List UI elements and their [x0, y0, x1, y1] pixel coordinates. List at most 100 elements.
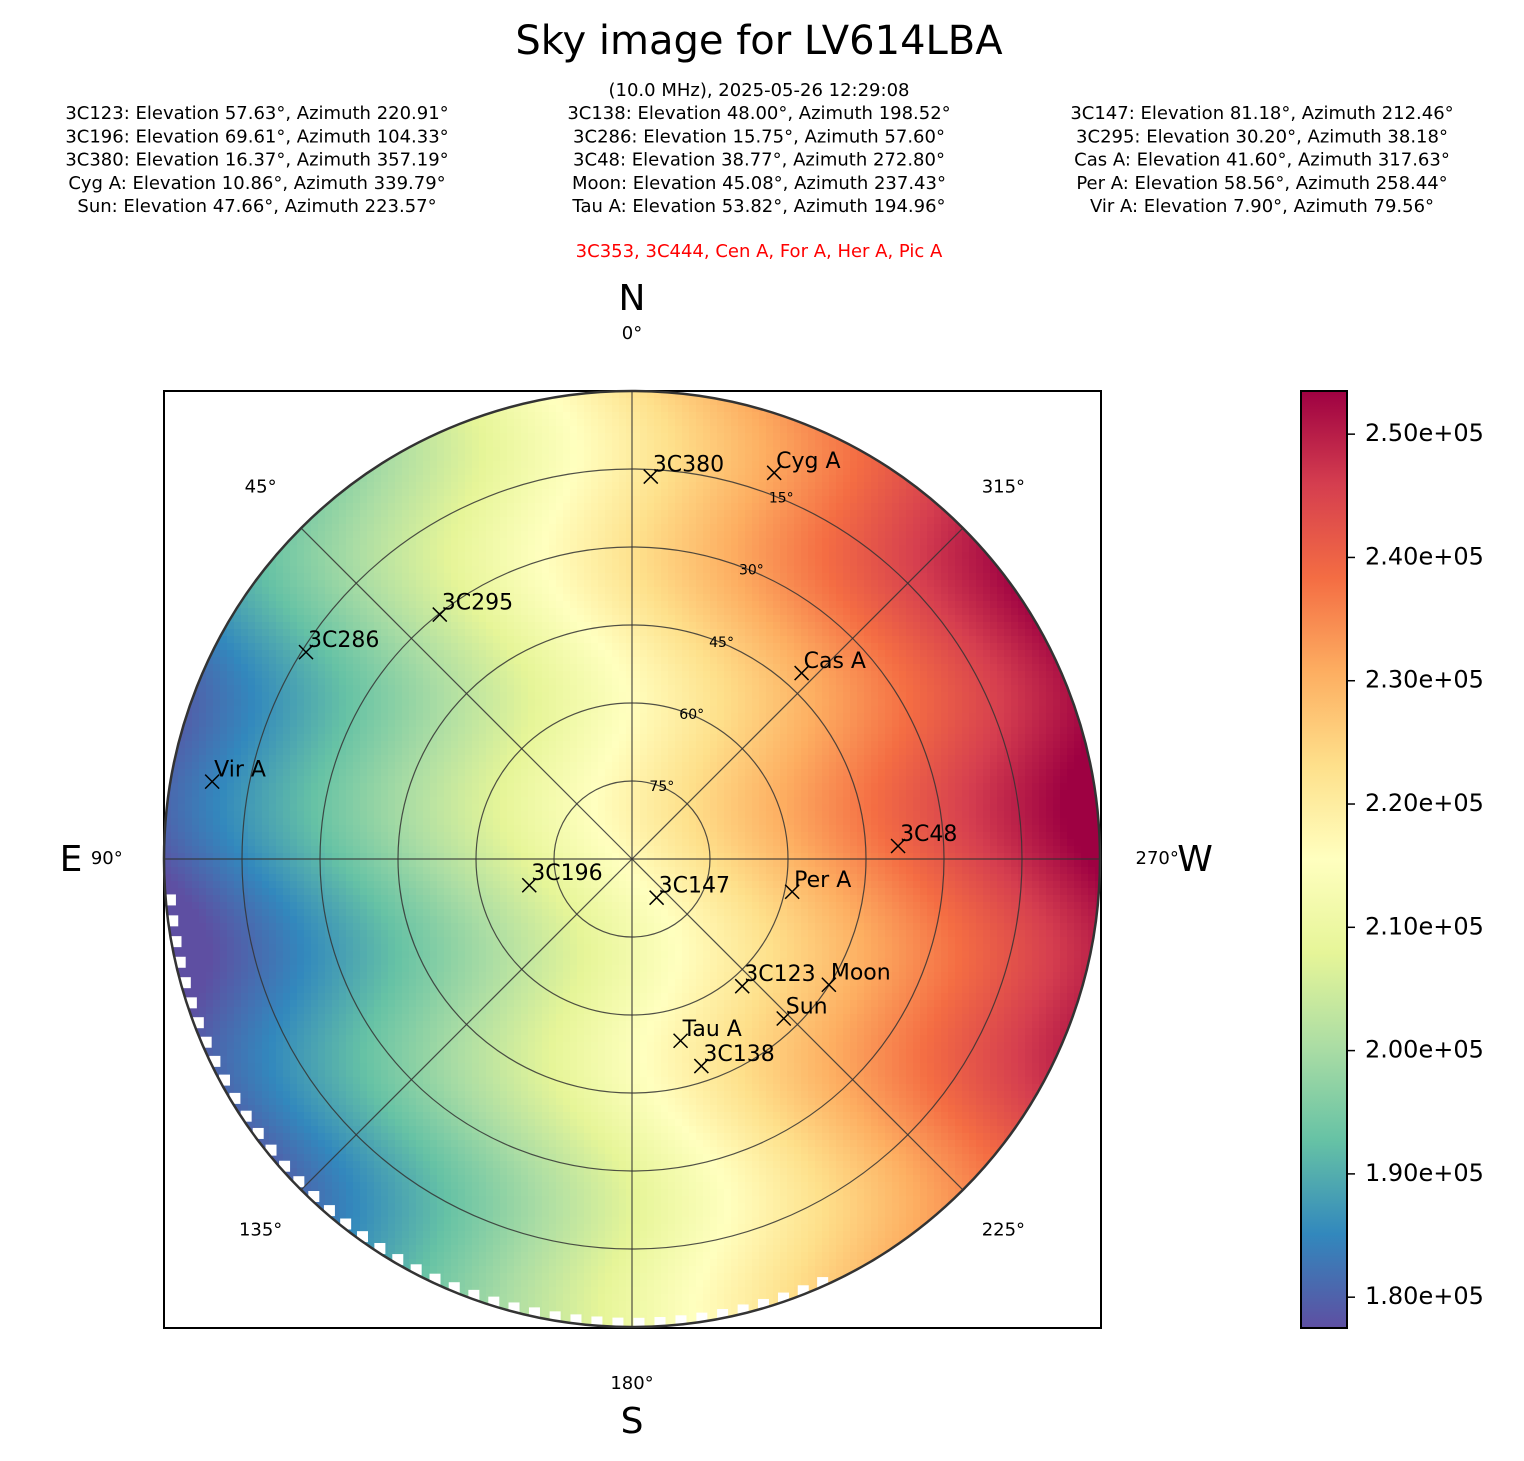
elevation-label: 30°: [739, 563, 764, 579]
polar-grid: [164, 391, 1100, 1327]
compass-west: W: [1177, 839, 1213, 880]
source-marker: 3C147: [649, 874, 730, 906]
azimuth-label: 0°: [622, 323, 642, 344]
colorbar-tick-label: 2.00e+05: [1365, 1036, 1484, 1064]
source-info-line: 3C380: Elevation 16.37°, Azimuth 357.19°: [65, 150, 448, 171]
colorbar-tick-label: 2.40e+05: [1365, 542, 1484, 570]
source-info-line: Moon: Elevation 45.08°, Azimuth 237.43°: [572, 173, 946, 194]
source-marker: 3C48: [890, 822, 957, 854]
source-label: 3C123: [744, 962, 815, 987]
source-marker: 3C196: [521, 861, 603, 893]
source-label: Cas A: [804, 649, 866, 674]
azimuth-label: 135°: [239, 1219, 282, 1240]
source-label: 3C196: [531, 861, 602, 886]
source-marker: Moon: [821, 961, 891, 993]
source-info-line: 3C196: Elevation 69.61°, Azimuth 104.33°: [65, 126, 448, 147]
source-label: Tau A: [682, 1017, 742, 1042]
source-label: Cyg A: [776, 449, 840, 474]
colorbar-ticks: 1.80e+05 1.90e+05 2.00e+05 2.10e+05 2.20e+05…: [1347, 419, 1484, 1310]
source-info-line: 3C286: Elevation 15.75°, Azimuth 57.60°: [573, 126, 945, 147]
marker-x: [643, 469, 659, 485]
colorbar-tick-label: 1.90e+05: [1365, 1159, 1484, 1187]
azimuth-label: 180°: [610, 1373, 653, 1394]
source-marker: Sun: [776, 995, 828, 1027]
marker-x: [649, 890, 665, 906]
marker-x: [734, 978, 750, 994]
compass-south: S: [621, 1401, 644, 1442]
source-label: 3C380: [653, 453, 724, 478]
marker-x: [784, 884, 800, 900]
source-marker: Tau A: [673, 1017, 742, 1049]
source-info-line: 3C147: Elevation 81.18°, Azimuth 212.46°: [1070, 103, 1453, 124]
azimuth-label: 45°: [245, 477, 277, 498]
azimuth-spoke: [300, 858, 633, 1191]
source-info-lines: 3C123: Elevation 57.63°, Azimuth 220.91°…: [65, 103, 1453, 217]
chart-title: Sky image for LV614LBA: [515, 18, 1003, 64]
source-label: Sun: [786, 995, 828, 1020]
azimuth-label: 270°: [1136, 848, 1179, 869]
source-marker: Per A: [784, 868, 851, 900]
source-info-line: 3C295: Elevation 30.20°, Azimuth 38.18°: [1076, 126, 1448, 147]
source-label: Per A: [794, 868, 851, 893]
compass-east: E: [60, 839, 83, 880]
source-info-line: Cyg A: Elevation 10.86°, Azimuth 339.79°: [68, 173, 445, 194]
azimuth-labels: 0° 45° 90° 135° 180° 225° 270° 315°: [91, 323, 1179, 1394]
sky-intensity-map: [164, 391, 1100, 1327]
marker-x: [794, 665, 810, 681]
source-label: 3C48: [900, 822, 957, 847]
source-info-line: Cas A: Elevation 41.60°, Azimuth 317.63°: [1074, 150, 1450, 171]
marker-x: [766, 465, 782, 481]
colorbar-tick-label: 2.50e+05: [1365, 419, 1484, 447]
below-horizon-list: 3C353, 3C444, Cen A, For A, Her A, Pic A: [576, 241, 943, 262]
azimuth-spoke: [631, 858, 964, 1191]
source-label: 3C138: [703, 1042, 774, 1067]
source-marker: 3C295: [432, 591, 513, 623]
source-marker: Vir A: [204, 758, 266, 790]
azimuth-label: 315°: [982, 477, 1025, 498]
marker-x: [693, 1058, 709, 1074]
azimuth-label: 90°: [91, 848, 123, 869]
source-info-line: Vir A: Elevation 7.90°, Azimuth 79.56°: [1090, 196, 1434, 217]
source-info-line: 3C48: Elevation 38.77°, Azimuth 272.80°: [573, 150, 945, 171]
source-label: Vir A: [214, 758, 266, 783]
chart-subtitle: (10.0 MHz), 2025-05-26 12:29:08: [609, 80, 910, 101]
marker-x: [890, 838, 906, 854]
horizon-circle: [162, 389, 1102, 1329]
elevation-labels: 15° 30° 45° 60° 75°: [649, 491, 793, 795]
colorbar-tick-label: 2.30e+05: [1365, 666, 1484, 694]
source-marker: Cyg A: [766, 449, 841, 481]
colorbar-tick-label: 2.10e+05: [1365, 912, 1484, 940]
source-info-line: Sun: Elevation 47.66°, Azimuth 223.57°: [77, 196, 436, 217]
elevation-label: 60°: [679, 707, 704, 723]
source-info-line: 3C138: Elevation 48.00°, Azimuth 198.52°: [567, 103, 950, 124]
elevation-label: 45°: [709, 635, 734, 651]
source-label: 3C147: [659, 874, 730, 899]
source-marker: 3C138: [693, 1042, 775, 1074]
elevation-label: 15°: [769, 491, 794, 507]
source-label: Moon: [831, 961, 891, 986]
marker-x: [432, 607, 448, 623]
source-info-line: 3C123: Elevation 57.63°, Azimuth 220.91°: [65, 103, 448, 124]
source-info-line: Per A: Elevation 58.56°, Azimuth 258.44°: [1076, 173, 1447, 194]
source-markers: 3C123 3C138 3C147 3C196 3C286 3C295 3C380 3C48 C…: [204, 449, 957, 1074]
marker-x: [776, 1010, 792, 1027]
marker-x: [204, 774, 220, 790]
compass-north: N: [619, 278, 646, 319]
azimuth-label: 225°: [982, 1219, 1025, 1240]
source-info-line: Tau A: Elevation 53.82°, Azimuth 194.96°: [571, 196, 945, 217]
colorbar: [1300, 390, 1348, 1329]
azimuth-spoke: [631, 527, 964, 860]
marker-x: [298, 644, 314, 660]
colorbar-tick-label: 2.20e+05: [1365, 789, 1484, 817]
source-marker: 3C286: [298, 628, 379, 660]
source-label: 3C295: [442, 591, 513, 616]
source-marker: Cas A: [794, 649, 866, 681]
marker-x: [673, 1033, 689, 1049]
source-marker: 3C380: [643, 453, 724, 485]
source-label: 3C286: [308, 628, 379, 653]
colorbar-tick-label: 1.80e+05: [1365, 1282, 1484, 1310]
source-marker: 3C123: [734, 962, 816, 994]
marker-x: [821, 977, 837, 993]
azimuth-spoke: [300, 527, 633, 860]
